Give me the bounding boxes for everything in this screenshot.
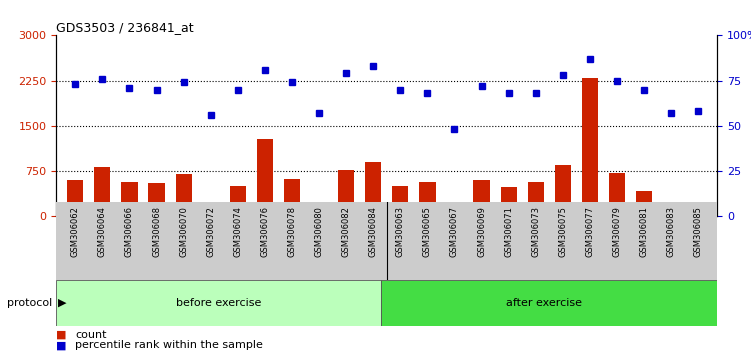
Text: GSM306077: GSM306077 — [585, 206, 594, 257]
Text: GSM306070: GSM306070 — [179, 206, 189, 257]
Bar — [67, 180, 83, 216]
Bar — [56, 280, 382, 326]
Text: GSM306062: GSM306062 — [71, 206, 80, 257]
Text: ■: ■ — [56, 341, 67, 350]
Bar — [284, 179, 300, 216]
Text: GSM306080: GSM306080 — [315, 206, 324, 257]
Text: GSM306081: GSM306081 — [640, 206, 649, 257]
Bar — [338, 170, 354, 216]
Bar — [149, 183, 164, 216]
Bar — [419, 182, 436, 216]
Text: ▶: ▶ — [58, 298, 66, 308]
Bar — [311, 203, 327, 216]
Text: after exercise: after exercise — [506, 298, 582, 308]
Text: GSM306082: GSM306082 — [342, 206, 351, 257]
Bar — [230, 187, 246, 216]
Bar — [365, 162, 382, 216]
Bar — [203, 204, 219, 216]
Bar — [609, 173, 625, 216]
Text: GSM306072: GSM306072 — [207, 206, 216, 257]
Bar — [94, 167, 110, 216]
Text: GSM306071: GSM306071 — [504, 206, 513, 257]
Bar — [392, 187, 409, 216]
Bar — [122, 182, 137, 216]
Text: GSM306069: GSM306069 — [477, 206, 486, 257]
Text: GSM306075: GSM306075 — [558, 206, 567, 257]
Text: GSM306078: GSM306078 — [288, 206, 297, 257]
Bar — [690, 203, 707, 216]
Bar — [382, 280, 717, 326]
Text: GSM306068: GSM306068 — [152, 206, 161, 257]
Bar — [663, 206, 680, 216]
Text: GSM306073: GSM306073 — [531, 206, 540, 257]
Text: GDS3503 / 236841_at: GDS3503 / 236841_at — [56, 21, 194, 34]
Bar — [528, 182, 544, 216]
Bar — [473, 180, 490, 216]
Text: GSM306083: GSM306083 — [667, 206, 676, 257]
Text: GSM306067: GSM306067 — [450, 206, 459, 257]
Bar — [500, 187, 517, 216]
Bar — [555, 165, 571, 216]
Text: protocol: protocol — [8, 298, 53, 308]
Text: GSM306063: GSM306063 — [396, 206, 405, 257]
Text: GSM306066: GSM306066 — [125, 206, 134, 257]
Text: ■: ■ — [56, 330, 67, 340]
Text: GSM306065: GSM306065 — [423, 206, 432, 257]
Text: GSM306074: GSM306074 — [234, 206, 243, 257]
Text: before exercise: before exercise — [176, 298, 261, 308]
Text: GSM306064: GSM306064 — [98, 206, 107, 257]
Text: GSM306084: GSM306084 — [369, 206, 378, 257]
Text: count: count — [75, 330, 107, 340]
Bar — [446, 211, 463, 216]
Text: GSM306079: GSM306079 — [613, 206, 622, 257]
Bar — [176, 175, 192, 216]
Text: GSM306085: GSM306085 — [694, 206, 703, 257]
Text: percentile rank within the sample: percentile rank within the sample — [75, 341, 263, 350]
Bar — [582, 78, 598, 216]
Bar — [257, 139, 273, 216]
Text: GSM306076: GSM306076 — [261, 206, 270, 257]
Bar — [636, 191, 652, 216]
